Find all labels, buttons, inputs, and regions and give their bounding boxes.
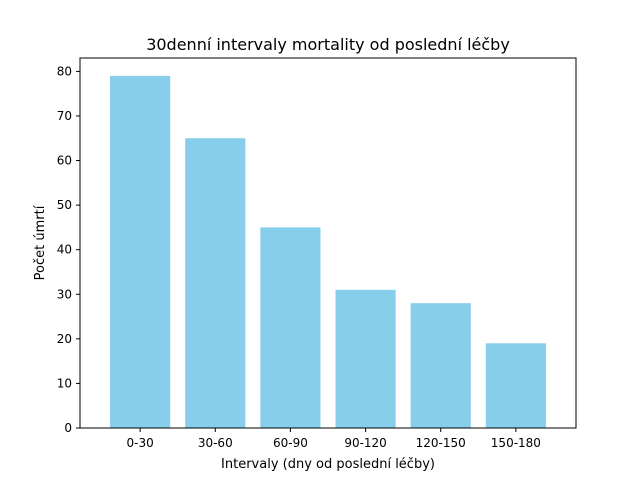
bar-120-150 [410, 303, 471, 428]
y-tick-label: 40 [57, 243, 72, 257]
y-tick-label: 70 [57, 109, 72, 123]
y-axis-label: Počet úmrtí [33, 205, 48, 280]
y-tick-label: 30 [57, 287, 72, 301]
y-tick-label: 20 [57, 332, 72, 346]
x-tick-label: 30-60 [198, 436, 233, 450]
x-axis: 0-30 30-60 60-90 90-120 120-150 150-180 [127, 428, 541, 450]
x-tick-label: 0-30 [127, 436, 154, 450]
bar-60-90 [260, 227, 321, 428]
x-tick-label: 150-180 [491, 436, 541, 450]
x-axis-label: Intervaly (dny od poslední léčby) [221, 457, 435, 472]
y-tick-label: 80 [57, 64, 72, 78]
bar-30-60 [185, 138, 246, 428]
bar-90-120 [335, 289, 396, 428]
y-axis: 0 10 20 30 40 50 60 70 80 [57, 64, 80, 435]
x-tick-label: 120-150 [416, 436, 466, 450]
x-tick-label: 60-90 [273, 436, 308, 450]
plot-frame [79, 57, 577, 429]
y-tick-label: 10 [57, 376, 72, 390]
x-tick-label: 90-120 [344, 436, 387, 450]
bars-layer [110, 75, 546, 428]
y-tick-label: 60 [57, 154, 72, 168]
chart-title: 30denní intervaly mortality od poslední … [146, 35, 510, 54]
bar-0-30 [110, 75, 171, 428]
bar-150-180 [485, 343, 546, 428]
y-tick-label: 50 [57, 198, 72, 212]
y-tick-label: 0 [64, 421, 72, 435]
